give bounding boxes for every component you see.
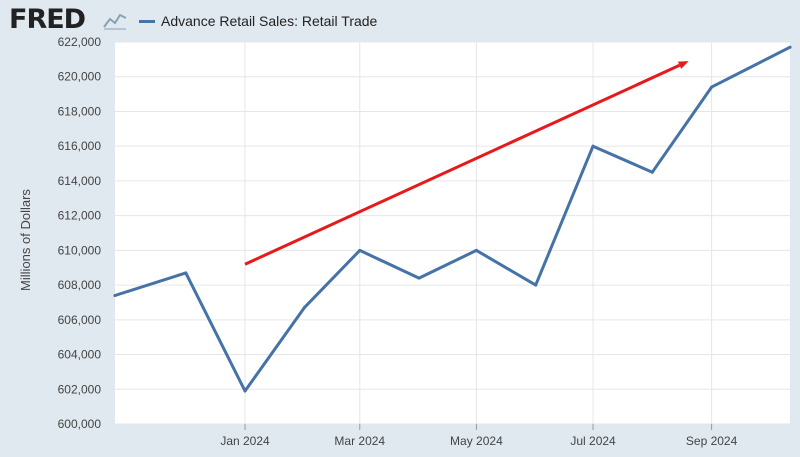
y-tick-label: 608,000 (58, 278, 102, 292)
data-point (417, 276, 421, 280)
x-tick-label: May 2024 (450, 434, 503, 448)
data-point (358, 248, 362, 252)
y-axis-label: Millions of Dollars (18, 189, 33, 291)
data-point (302, 306, 306, 310)
y-tick-label: 610,000 (58, 243, 102, 257)
trend-arrow-head (677, 61, 689, 69)
y-tick-label: 606,000 (58, 313, 102, 327)
x-tick-label: Jul 2024 (570, 434, 616, 448)
data-point (243, 389, 247, 393)
legend-swatch (139, 20, 155, 23)
x-tick-label: Mar 2024 (334, 434, 385, 448)
data-point (591, 144, 595, 148)
line-chart-icon (102, 10, 128, 30)
data-point (710, 85, 714, 89)
y-tick-label: 602,000 (58, 382, 102, 396)
data-point (184, 271, 188, 275)
plot-area (115, 42, 790, 424)
y-tick-label: 614,000 (58, 174, 102, 188)
y-tick-label: 604,000 (58, 348, 102, 362)
y-tick-label: 618,000 (58, 104, 102, 118)
y-axis-ticks: 600,000 602,000 604,000 606,000 608,000 610,0… (58, 35, 102, 431)
x-axis-ticks: Jan 2024 Mar 2024 May 2024 Jul 2024 Sep 2024 (220, 424, 738, 448)
y-tick-label: 612,000 (58, 209, 102, 223)
gridlines (115, 41, 790, 425)
x-tick-label: Sep 2024 (686, 434, 738, 448)
legend-series-label: Advance Retail Sales: Retail Trade (161, 13, 378, 29)
trend-arrow-line (244, 63, 681, 266)
data-point (113, 294, 117, 298)
y-tick-label: 616,000 (58, 139, 102, 153)
series-line (113, 45, 792, 393)
fred-logo[interactable]: FRED (9, 4, 86, 35)
x-tick-label: Jan 2024 (220, 434, 270, 448)
data-point (474, 248, 478, 252)
data-point (650, 170, 654, 174)
chart-header: FRED Advance Retail Sales: Retail Trade (0, 0, 800, 42)
annotation-group (244, 61, 689, 266)
y-tick-label: 622,000 (58, 35, 102, 49)
y-tick-label: 620,000 (58, 70, 102, 84)
data-point (788, 45, 792, 49)
series-group (113, 45, 792, 393)
y-tick-label: 600,000 (58, 417, 102, 431)
data-point (534, 283, 538, 287)
